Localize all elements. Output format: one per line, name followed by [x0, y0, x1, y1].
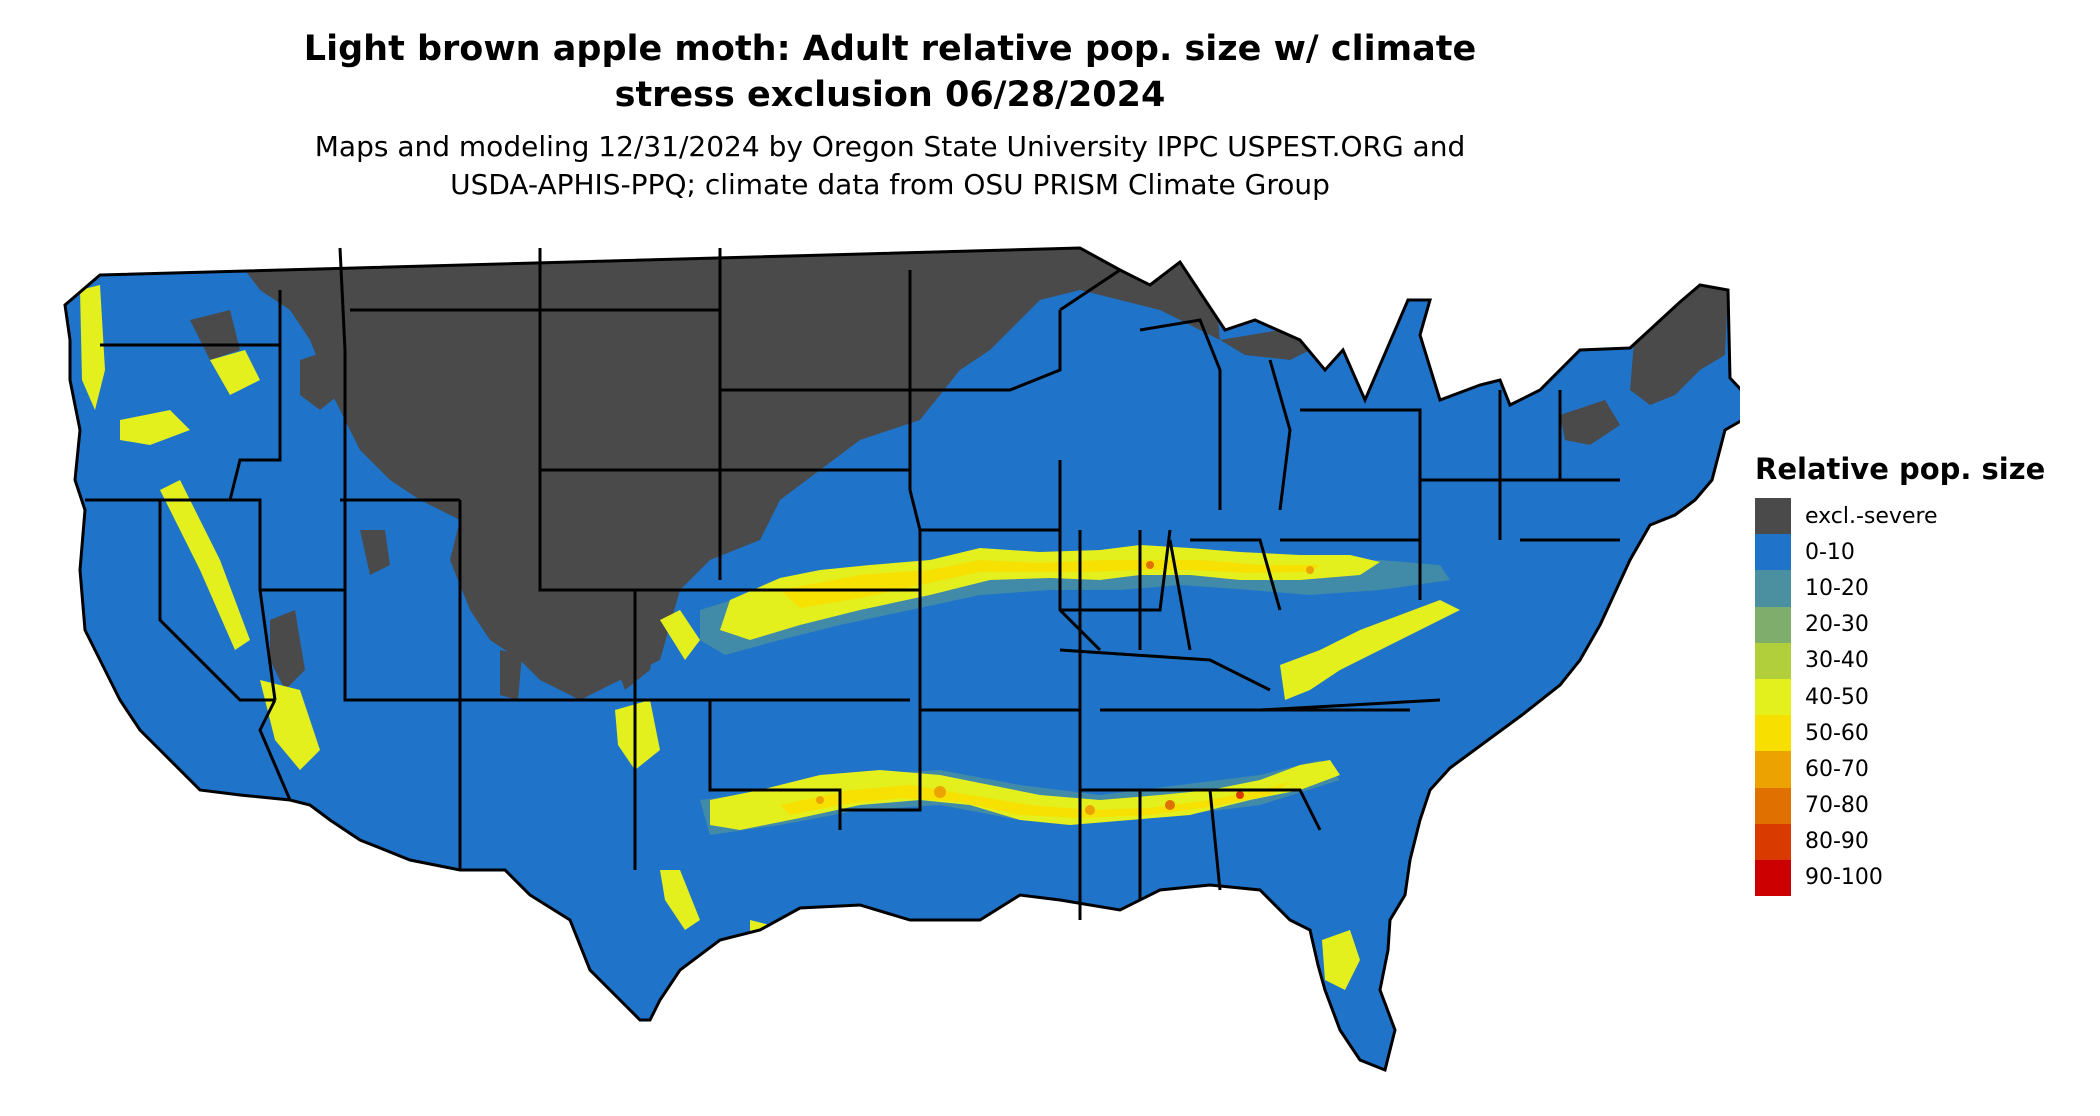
subtitle-line-1: Maps and modeling 12/31/2024 by Oregon S…: [314, 130, 1466, 163]
legend-title: Relative pop. size: [1755, 452, 2046, 486]
legend-swatch: [1755, 606, 1791, 643]
map-subtitle: Maps and modeling 12/31/2024 by Oregon S…: [200, 128, 1580, 204]
legend: Relative pop. size excl.-severe 0-10 10-20…: [1755, 452, 2046, 897]
legend-label: 20-30: [1805, 612, 1869, 638]
title-line-1: Light brown apple moth: Adult relative p…: [303, 29, 1477, 69]
legend-swatch: [1755, 823, 1791, 860]
legend-label: 0-10: [1805, 539, 1855, 565]
map-raster: [65, 248, 1740, 1070]
title-line-2: stress exclusion 06/28/2024: [614, 75, 1166, 115]
legend-item: 10-20: [1755, 570, 2045, 607]
excluded-regions: [190, 248, 1728, 700]
legend-item: 20-30: [1755, 606, 2045, 643]
legend-swatch: [1755, 715, 1791, 752]
legend-item: 40-50: [1755, 678, 2045, 716]
legend-swatch: [1755, 787, 1791, 824]
us-population-map: [63, 246, 1740, 1072]
legend-label: 40-50: [1805, 684, 1869, 710]
legend-item: 70-80: [1755, 787, 2045, 824]
legend-label: 90-100: [1805, 865, 1883, 891]
band-60-90: [816, 561, 1314, 815]
legend-label: 30-40: [1805, 648, 1869, 674]
state-boundaries: [63, 246, 1740, 1072]
legend-swatch: [1755, 570, 1791, 607]
legend-label: 60-70: [1805, 756, 1869, 782]
legend-swatch: [1755, 859, 1791, 897]
subtitle-line-2: USDA-APHIS-PPQ; climate data from OSU PR…: [450, 168, 1330, 201]
legend-swatch: [1755, 751, 1791, 788]
legend-label: 70-80: [1805, 793, 1869, 819]
legend-item: 60-70: [1755, 751, 2045, 788]
legend-item: 90-100: [1755, 859, 2045, 897]
legend-swatch: [1755, 498, 1791, 535]
legend-item: excl.-severe: [1755, 498, 2045, 535]
legend-label: 80-90: [1805, 829, 1869, 855]
legend-label: 10-20: [1805, 575, 1869, 601]
legend-items: excl.-severe 0-10 10-20 20-30 30-40 40-50 50-6…: [1755, 498, 2045, 897]
legend-label: 50-60: [1805, 720, 1869, 746]
legend-item: 50-60: [1755, 715, 2045, 752]
legend-item: 0-10: [1755, 534, 2045, 571]
legend-label: excl.-severe: [1805, 503, 1938, 529]
legend-swatch: [1755, 534, 1791, 571]
band-50-60: [780, 560, 1320, 818]
legend-swatch: [1755, 678, 1791, 716]
map-title: Light brown apple moth: Adult relative p…: [200, 26, 1580, 118]
legend-item: 30-40: [1755, 642, 2045, 679]
legend-item: 80-90: [1755, 823, 2045, 860]
legend-swatch: [1755, 642, 1791, 679]
